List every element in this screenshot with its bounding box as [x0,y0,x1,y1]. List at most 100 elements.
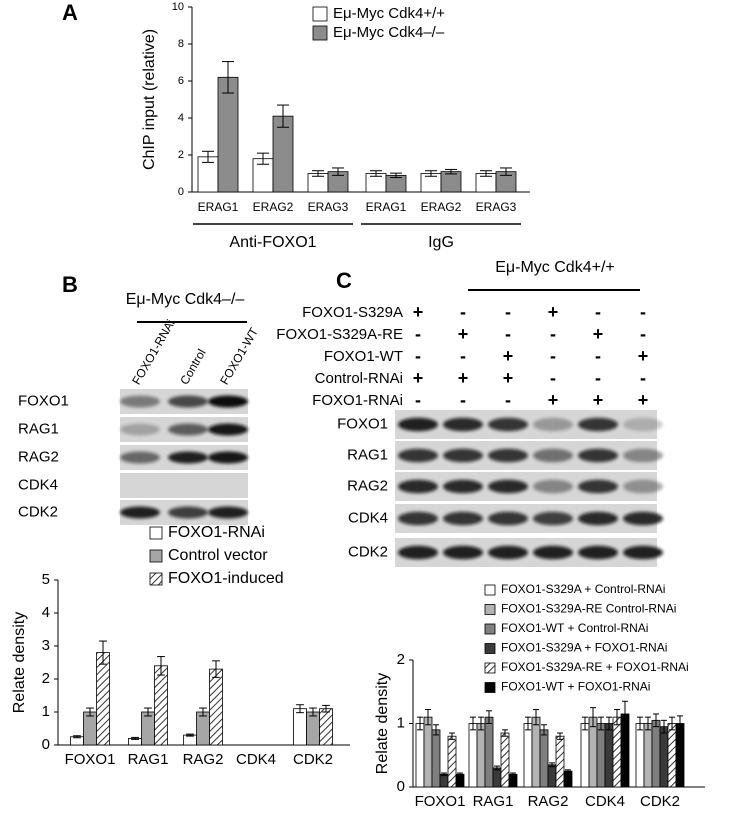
condition-mark: - [460,346,466,366]
y-tick-label: 0 [42,736,50,753]
y-tick-label: 4 [42,604,50,621]
x-tick-label: RAG1 [473,793,514,810]
blot-row-label: RAG2 [18,448,59,465]
bar [531,716,541,788]
legend-label: Eμ-Myc Cdk4+/+ [333,5,445,22]
bar [141,711,155,746]
lane-label: Control [177,347,208,388]
blot-band [120,506,160,519]
y-tick-label: 4 [178,112,184,124]
blot-band [208,395,248,408]
legend-label: FOXO1-WT + Control-RNAi [501,621,648,635]
blot-band [398,448,438,463]
condition-mark: + [458,368,469,388]
bar [500,732,510,788]
legend-label: Control vector [168,547,268,564]
blot-band [623,479,663,494]
bar [319,708,333,746]
bar [447,735,457,788]
blot-band [443,545,483,560]
bar [651,719,661,788]
blot-band [578,545,618,560]
blot-strip [120,473,248,498]
blot-band [488,417,528,432]
legend-label: FOXO1-S329A-RE Control-RNAi [501,602,676,616]
blot-band [623,545,663,560]
blot-band [443,511,483,526]
bar [217,76,239,193]
bar [431,729,441,788]
blot-row-label: RAG1 [347,446,388,463]
condition-mark: + [548,390,559,410]
legend-swatch [149,549,163,563]
legend-swatch [312,6,328,22]
bar [154,665,168,746]
y-tick-label: 5 [42,571,50,588]
x-tick-label: FOXO1 [65,751,116,768]
blot-band [398,545,438,560]
condition-label: FOXO1-S329A [302,304,403,321]
bar [476,723,486,788]
bar [547,764,557,788]
condition-label: FOXO1-WT [324,348,403,365]
condition-label: FOXO1-S329A-RE [276,326,403,343]
group-label: IgG [428,234,454,251]
y-tick-label: 1 [397,714,405,731]
x-tick-label: RAG2 [528,793,569,810]
bar [423,716,433,788]
blot-band [208,451,248,464]
condition-mark: - [640,368,646,388]
condition-label: Control-RNAi [315,370,403,387]
condition-mark: + [548,302,559,322]
condition-mark: + [413,302,424,322]
y-tick-label: 2 [397,651,405,668]
bar [455,773,465,788]
blot-band [533,479,573,494]
blot-band [398,417,438,432]
blot-band [488,545,528,560]
legend-label: FOXO1-S329A-RE + FOXO1-RNAi [501,660,689,674]
blot-band [488,448,528,463]
legend-swatch [484,643,496,654]
blot-band [443,417,483,432]
y-tick-label: 2 [178,149,184,161]
blot-band [208,423,248,436]
x-tick-label: ERAG1 [198,200,239,214]
condition-mark: - [640,302,646,322]
bar [196,711,210,746]
bar [96,652,110,746]
y-tick-label: 3 [42,637,50,654]
blot-band [488,479,528,494]
x-tick-label: ERAG2 [253,200,294,214]
blot-band [533,511,573,526]
y-tick-label: 10 [172,1,184,13]
legend-swatch [484,662,496,674]
y-tick-label: 2 [42,670,50,687]
blot-band [168,395,208,408]
legend-swatch [149,526,163,540]
blot-band [488,511,528,526]
blot-band [168,451,208,464]
bar [539,729,549,788]
lane-label: FOXO1-WT [217,325,261,387]
bar [508,773,518,788]
x-tick-label: FOXO1 [415,793,466,810]
legend-swatch [312,25,328,41]
condition-mark: - [595,368,601,388]
condition-mark: - [460,390,466,410]
x-tick-label: ERAG3 [308,200,349,214]
condition-mark: + [638,346,649,366]
condition-mark: + [638,390,649,410]
legend-label: FOXO1-S329A + Control-RNAi [501,582,665,596]
x-tick-label: CDK2 [640,793,680,810]
bar [604,723,614,788]
bar [580,723,590,788]
blot-band [168,423,208,436]
x-tick-label: ERAG2 [421,200,462,214]
y-tick-label: 0 [178,186,184,198]
condition-mark: - [550,368,556,388]
y-tick-label: 6 [178,75,184,87]
blot-band [398,479,438,494]
condition-mark: - [505,302,511,322]
blot-band [120,395,160,408]
